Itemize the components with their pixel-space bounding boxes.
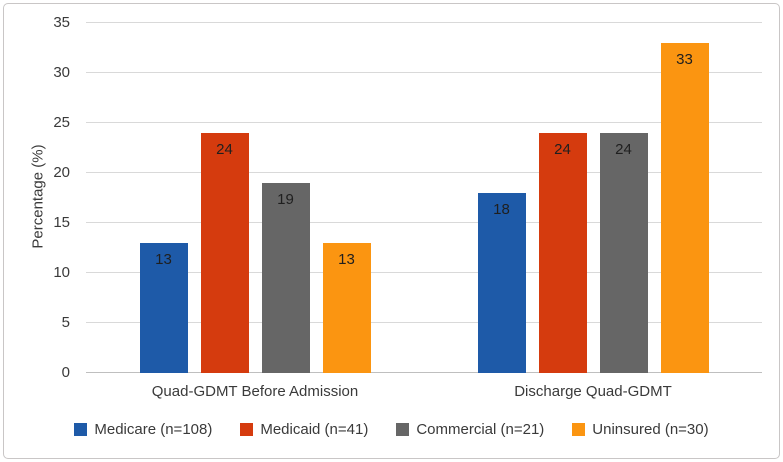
- y-tick-label-30: 30: [53, 64, 70, 81]
- legend-label: Uninsured (n=30): [592, 421, 709, 438]
- gridline-15: [86, 222, 762, 223]
- gridline-20: [86, 172, 762, 173]
- legend-item-uninsured: Uninsured (n=30): [572, 421, 709, 438]
- bar-medicare-quad-gdmt-before-admission: 13: [139, 243, 188, 373]
- y-axis-title: Percentage (%): [29, 144, 47, 249]
- y-tick-label-35: 35: [53, 14, 70, 31]
- legend-label: Medicare (n=108): [94, 421, 213, 438]
- legend-swatch-icon: [74, 423, 88, 436]
- gridline-25: [86, 122, 762, 123]
- bar-value-label: 24: [615, 141, 632, 158]
- bar-medicaid-discharge-quad-gdmt: 24: [538, 133, 587, 373]
- bar-group-quad-gdmt-before-admission: 13 24 19 13: [139, 133, 371, 373]
- y-tick-label-0: 0: [61, 364, 70, 381]
- legend-item-medicaid: Medicaid (n=41): [240, 421, 368, 438]
- gridline-10: [86, 272, 762, 273]
- bar-medicaid-quad-gdmt-before-admission: 24: [200, 133, 249, 373]
- legend-item-medicare: Medicare (n=108): [74, 421, 212, 438]
- x-axis-line: [86, 372, 762, 373]
- bar-commercial-quad-gdmt-before-admission: 19: [261, 183, 310, 373]
- bar-value-label: 24: [216, 141, 233, 158]
- bar-group-discharge-quad-gdmt: 18 24 24 33: [477, 43, 709, 373]
- legend-item-commercial: Commercial (n=21): [396, 421, 544, 438]
- y-tick-label-5: 5: [61, 314, 70, 331]
- bar-uninsured-discharge-quad-gdmt: 33: [660, 43, 709, 373]
- legend-label: Commercial (n=21): [416, 421, 545, 438]
- bar-value-label: 24: [554, 141, 571, 158]
- plot-area: 13 24 19 13 18 24 24 33: [86, 22, 762, 373]
- bar-value-label: 33: [676, 51, 693, 68]
- bar-value-label: 13: [155, 251, 172, 268]
- bar-medicare-discharge-quad-gdmt: 18: [477, 193, 526, 373]
- bar-value-label: 19: [277, 191, 294, 208]
- x-category-label-discharge-quad-gdmt: Discharge Quad-GDMT: [514, 383, 672, 400]
- legend-label: Medicaid (n=41): [260, 421, 369, 438]
- gridline-5: [86, 322, 762, 323]
- bar-commercial-discharge-quad-gdmt: 24: [599, 133, 648, 373]
- gridline-30: [86, 72, 762, 73]
- gridline-35: [86, 22, 762, 23]
- bar-uninsured-quad-gdmt-before-admission: 13: [322, 243, 371, 373]
- x-category-label-quad-gdmt-before-admission: Quad-GDMT Before Admission: [151, 383, 359, 400]
- bar-value-label: 13: [338, 251, 355, 268]
- legend-swatch-icon: [572, 423, 586, 436]
- legend: Medicare (n=108) Medicaid (n=41) Commercia…: [0, 421, 783, 438]
- bar-value-label: 18: [493, 201, 510, 218]
- legend-swatch-icon: [396, 423, 410, 436]
- legend-swatch-icon: [240, 423, 254, 436]
